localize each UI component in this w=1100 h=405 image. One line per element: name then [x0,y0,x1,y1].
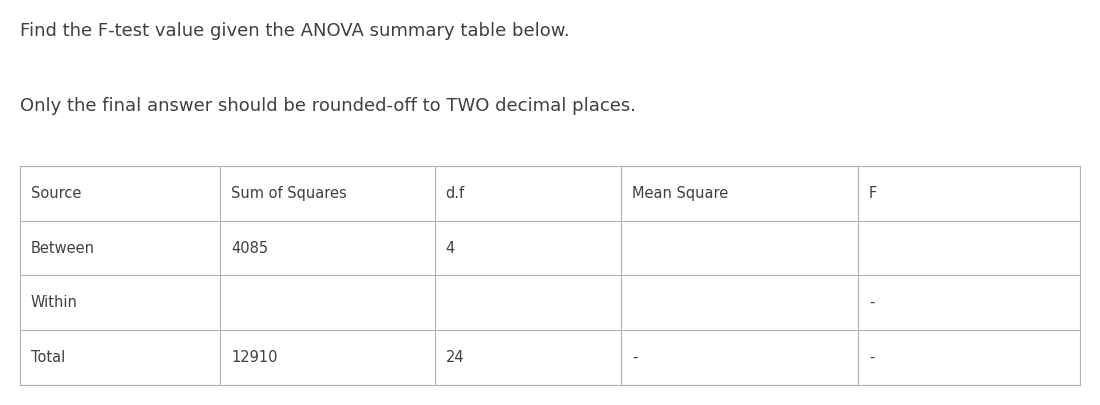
Text: 4: 4 [446,241,454,256]
Text: Total: Total [31,350,65,365]
Text: Within: Within [31,295,78,310]
Text: Sum of Squares: Sum of Squares [231,186,346,201]
Text: d.f: d.f [446,186,464,201]
Text: -: - [869,295,874,310]
Text: Mean Square: Mean Square [632,186,728,201]
Text: F: F [869,186,878,201]
Text: Only the final answer should be rounded-off to TWO decimal places.: Only the final answer should be rounded-… [20,97,636,115]
Text: Source: Source [31,186,81,201]
Text: Find the F-test value given the ANOVA summary table below.: Find the F-test value given the ANOVA su… [20,22,570,40]
Text: 4085: 4085 [231,241,268,256]
Text: -: - [632,350,638,365]
Text: Between: Between [31,241,95,256]
Text: 12910: 12910 [231,350,277,365]
Text: 24: 24 [446,350,464,365]
Text: -: - [869,350,874,365]
